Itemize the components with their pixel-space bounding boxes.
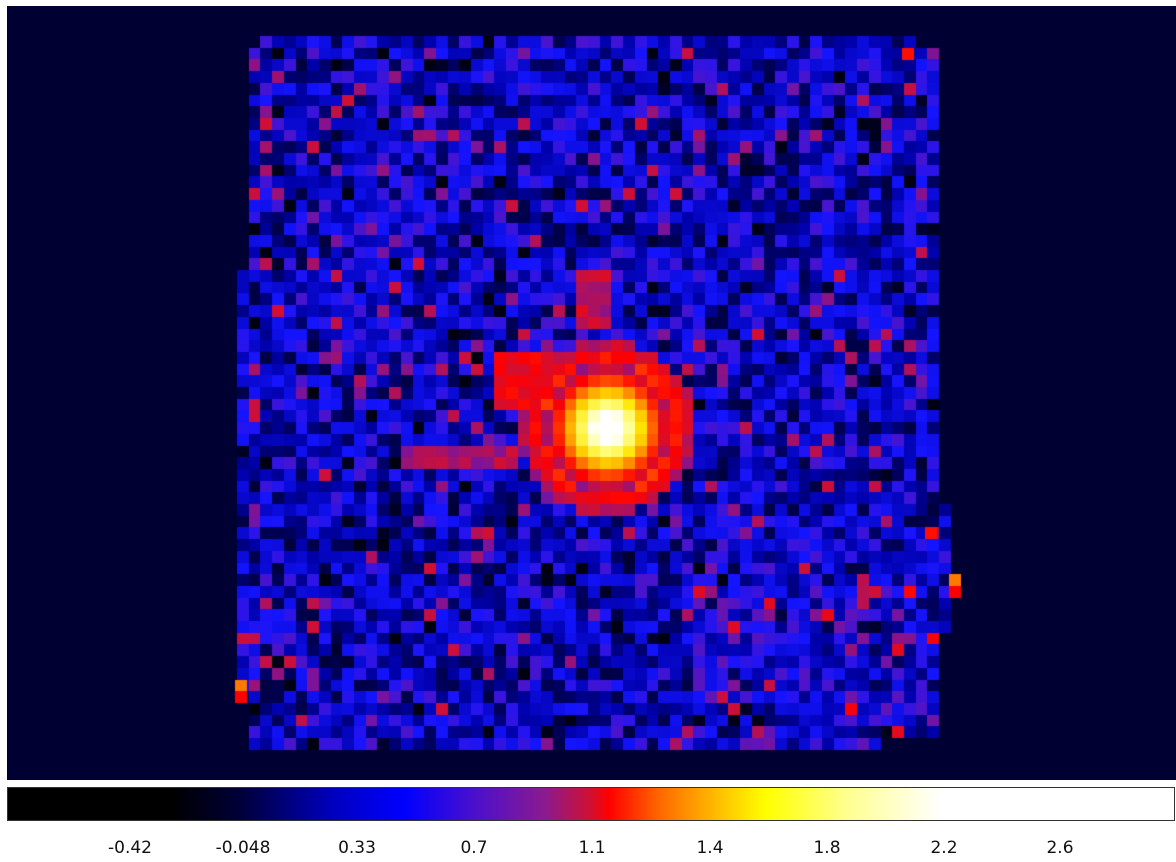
colorbar-tick-label: 0.7 <box>460 838 488 858</box>
image-frame <box>7 6 1176 780</box>
heatmap-image <box>7 6 1176 780</box>
colorbar-tick-label: 0.33 <box>338 838 376 858</box>
colorbar-tick-label: -0.42 <box>108 838 152 858</box>
colorbar-tick-label: 1.8 <box>813 838 841 858</box>
colorbar-tick-label: 2.6 <box>1046 838 1074 858</box>
colorbar-tick-label: 2.2 <box>930 838 958 858</box>
colorbar-tick-label: 1.1 <box>578 838 606 858</box>
colorbar-tick-labels: -0.42 -0.048 0.33 0.7 1.1 1.4 1.8 2.2 2.… <box>0 838 1176 862</box>
colorbar <box>7 787 1175 821</box>
colorbar-tick-label: -0.048 <box>215 838 271 858</box>
colorbar-tick-label: 1.4 <box>696 838 724 858</box>
